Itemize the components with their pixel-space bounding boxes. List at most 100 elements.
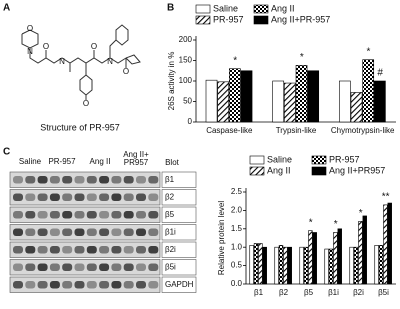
legend-swatch xyxy=(249,155,265,165)
blot-band xyxy=(136,211,146,219)
blot-band xyxy=(99,281,110,289)
row-label: β1 xyxy=(165,175,175,184)
blot-band xyxy=(86,281,97,289)
bar xyxy=(278,245,284,285)
blot-band xyxy=(49,228,60,236)
blot-band xyxy=(111,176,122,184)
y-tick-label: 2.0 xyxy=(231,206,243,215)
blot-band xyxy=(123,281,134,289)
blot-band xyxy=(13,228,23,236)
significance-mark: * xyxy=(233,55,237,66)
blot-band xyxy=(99,176,110,184)
blot-band xyxy=(148,263,159,271)
legend-label: Ang II+PR957 xyxy=(329,165,385,175)
row-label: GAPDH xyxy=(165,280,194,289)
y-axis-title: Relative protein level xyxy=(217,201,226,275)
bar xyxy=(229,68,241,123)
legend-swatch xyxy=(311,155,327,165)
bar xyxy=(272,80,285,123)
x-tick-label: β1i xyxy=(328,288,339,297)
blot-band xyxy=(74,176,85,184)
row-label-box xyxy=(161,241,197,258)
bar xyxy=(349,246,354,285)
blot-strip xyxy=(9,224,161,241)
x-tick-label: Chymotrypsin-like xyxy=(331,126,395,135)
blot-band xyxy=(25,211,36,219)
legend-swatch xyxy=(195,4,211,14)
bar xyxy=(350,92,363,123)
blot-band xyxy=(13,211,23,219)
bar xyxy=(339,80,351,123)
y-tick-label: 150 xyxy=(179,56,193,65)
blot-band xyxy=(13,246,23,254)
blot-band xyxy=(123,193,134,201)
blot-band xyxy=(148,281,159,289)
significance-mark: * xyxy=(367,46,371,57)
blot-band xyxy=(25,176,36,184)
blot-band xyxy=(37,228,48,236)
bar xyxy=(312,232,317,285)
row-label: β1i xyxy=(165,227,176,236)
blot-band xyxy=(123,263,134,271)
bar xyxy=(295,65,308,123)
blot-band xyxy=(136,263,146,271)
blot-band xyxy=(25,246,36,254)
bar xyxy=(358,221,363,285)
bar xyxy=(274,246,279,285)
blot-band xyxy=(136,193,146,201)
x-tick-label: β5i xyxy=(378,288,389,297)
blot-band xyxy=(49,211,60,219)
bar xyxy=(258,243,263,285)
blot-band xyxy=(86,228,97,236)
significance-mark: * xyxy=(309,217,313,228)
y-tick-label: 1.0 xyxy=(231,242,243,251)
blot-band xyxy=(148,211,159,219)
significance-mark: * xyxy=(334,219,338,230)
blot-band xyxy=(136,246,146,254)
blot-strip xyxy=(9,206,161,223)
bar xyxy=(303,246,309,285)
y-tick-label: 0.5 xyxy=(231,261,243,270)
x-tick-label: Trypsin-like xyxy=(276,126,317,135)
panel-label: C xyxy=(3,147,10,158)
row-label: β5i xyxy=(165,262,176,271)
bar xyxy=(324,248,329,285)
y-tick-label: 0 xyxy=(188,117,193,126)
bar xyxy=(333,232,338,285)
legend-swatch xyxy=(253,15,269,25)
y-tick-label: 2.5 xyxy=(231,187,243,196)
bar xyxy=(337,228,342,285)
atom: N xyxy=(59,57,65,66)
blot-band xyxy=(123,246,134,254)
blot-band xyxy=(86,211,97,219)
legend-label: Saline xyxy=(213,3,238,13)
blot-band xyxy=(25,228,36,236)
blot-band xyxy=(136,228,146,236)
blot-strip xyxy=(9,189,161,206)
blot-band xyxy=(123,211,134,219)
blot-band xyxy=(13,193,23,201)
bar xyxy=(374,80,386,123)
y-tick-label: 0.0 xyxy=(231,279,243,288)
blot-band xyxy=(62,211,73,219)
blot-band xyxy=(111,263,122,271)
bar xyxy=(253,243,259,285)
atom: N xyxy=(27,47,33,56)
blot-band xyxy=(37,281,48,289)
blot-band xyxy=(111,193,122,201)
blot-band xyxy=(25,193,36,201)
bar xyxy=(383,204,388,285)
blot-strip xyxy=(9,259,161,276)
blot-band xyxy=(37,211,48,219)
legend-swatch xyxy=(249,166,265,176)
blot-band xyxy=(74,228,85,236)
caption: Structure of PR-957 xyxy=(40,122,120,132)
blot-band xyxy=(62,176,73,184)
x-tick-label: β2i xyxy=(353,288,364,297)
atom: O xyxy=(43,42,49,51)
atom: O xyxy=(123,67,129,76)
legend-swatch xyxy=(253,4,269,14)
blot-strip xyxy=(9,241,161,258)
blot-band xyxy=(123,176,134,184)
